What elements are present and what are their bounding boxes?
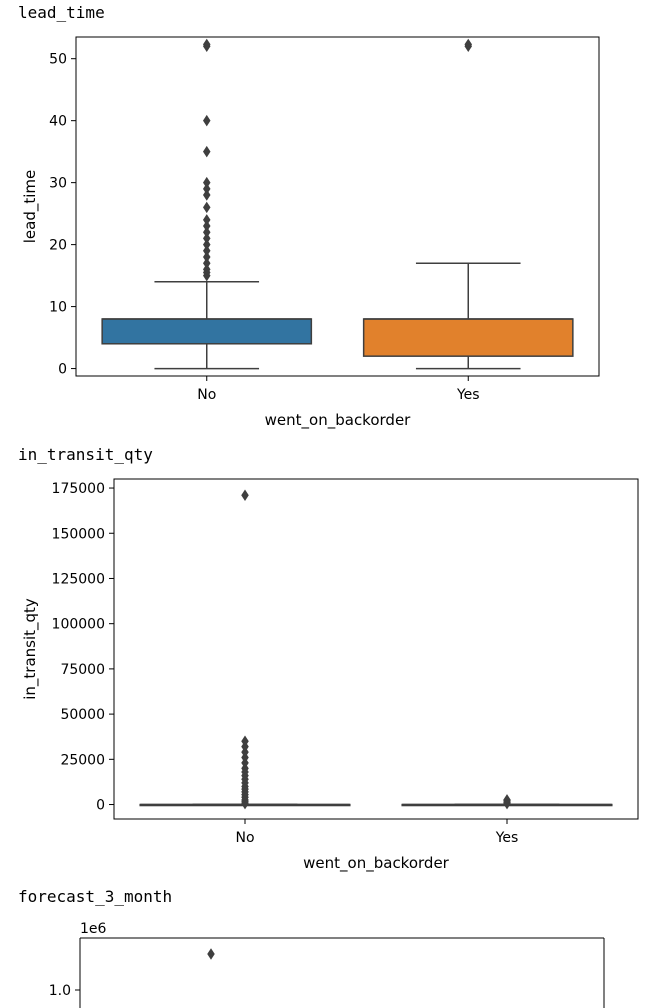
forecast-offset-text: 1e6 <box>80 921 107 937</box>
lead-time-y-axis-label: lead_time <box>21 170 40 244</box>
in-transit-xtick-label-no: No <box>235 830 254 846</box>
lead-time-box-yes <box>362 318 574 357</box>
in-transit-outlier-no <box>241 489 249 502</box>
in-transit-ytick-label: 175000 <box>52 481 105 497</box>
lead-time-outlier-no <box>202 38 211 51</box>
lead-time-boxplot: 0 10 20 30 40 50 No Yes went_on_backorder lead_ti… <box>21 36 600 430</box>
lead-time-outlier-no <box>202 226 211 238</box>
lead-time-outlier-yes <box>464 38 473 51</box>
lead-time-outlier-no <box>202 214 211 226</box>
lead-time-xtick-label-yes: Yes <box>456 387 480 403</box>
in-transit-outlier-no <box>241 735 249 747</box>
in-transit-ytick-label: 75000 <box>60 662 105 678</box>
in-transit-ytick-label: 150000 <box>52 526 105 542</box>
lead-time-xtick-label-no: No <box>197 387 216 403</box>
lead-time-outlier-no <box>202 257 211 269</box>
lead-time-outlier-no <box>202 238 211 251</box>
lead-time-plot-frame <box>75 36 600 377</box>
lead-time-outlier-no <box>202 232 211 245</box>
in-transit-ytick-label: 125000 <box>52 571 105 587</box>
in-transit-x-axis-label: went_on_backorder <box>303 854 450 873</box>
output-label-lead-time: lead_time <box>18 3 105 22</box>
forecast-outlier-no <box>207 948 215 960</box>
in-transit-plot-frame <box>113 478 639 820</box>
lead-time-outlier-no <box>202 189 211 201</box>
lead-time-outlier-no <box>202 251 211 263</box>
lead-time-outlier-no <box>202 176 211 189</box>
lead-time-outlier-no <box>202 220 211 232</box>
lead-time-ytick-label: 50 <box>49 52 67 68</box>
lead-time-outlier-no <box>202 245 211 257</box>
lead-time-outlier-no <box>202 263 211 276</box>
lead-time-ytick-label: 30 <box>49 176 67 192</box>
lead-time-outlier-no <box>202 145 211 158</box>
lead-time-ytick-label: 10 <box>49 300 67 316</box>
in-transit-ytick-label: 100000 <box>52 617 105 633</box>
in-transit-qty-boxplot: 0 25000 50000 75000 100000 125000 150000 175000… <box>21 478 639 873</box>
in-transit-xtick-label-yes: Yes <box>495 830 519 846</box>
lead-time-outlier-no <box>202 183 211 195</box>
in-transit-y-axis-label: in_transit_qty <box>21 598 40 700</box>
lead-time-x-axis-label: went_on_backorder <box>265 411 412 430</box>
lead-time-ytick-label: 20 <box>49 238 67 254</box>
in-transit-ytick-label: 0 <box>96 798 105 814</box>
lead-time-ytick-label: 40 <box>49 114 67 130</box>
lead-time-outlier-no <box>202 114 211 127</box>
forecast-ytick-label: 1.0 <box>49 983 71 999</box>
output-label-forecast-3-month: forecast_3_month <box>18 887 173 906</box>
lead-time-ytick-label: 0 <box>58 362 67 378</box>
in-transit-ytick-label: 25000 <box>60 752 105 768</box>
in-transit-ytick-label: 50000 <box>60 707 105 723</box>
in-transit-outlier-yes <box>503 794 511 806</box>
lead-time-outlier-no <box>202 201 211 214</box>
output-label-in-transit-qty: in_transit_qty <box>18 445 153 464</box>
